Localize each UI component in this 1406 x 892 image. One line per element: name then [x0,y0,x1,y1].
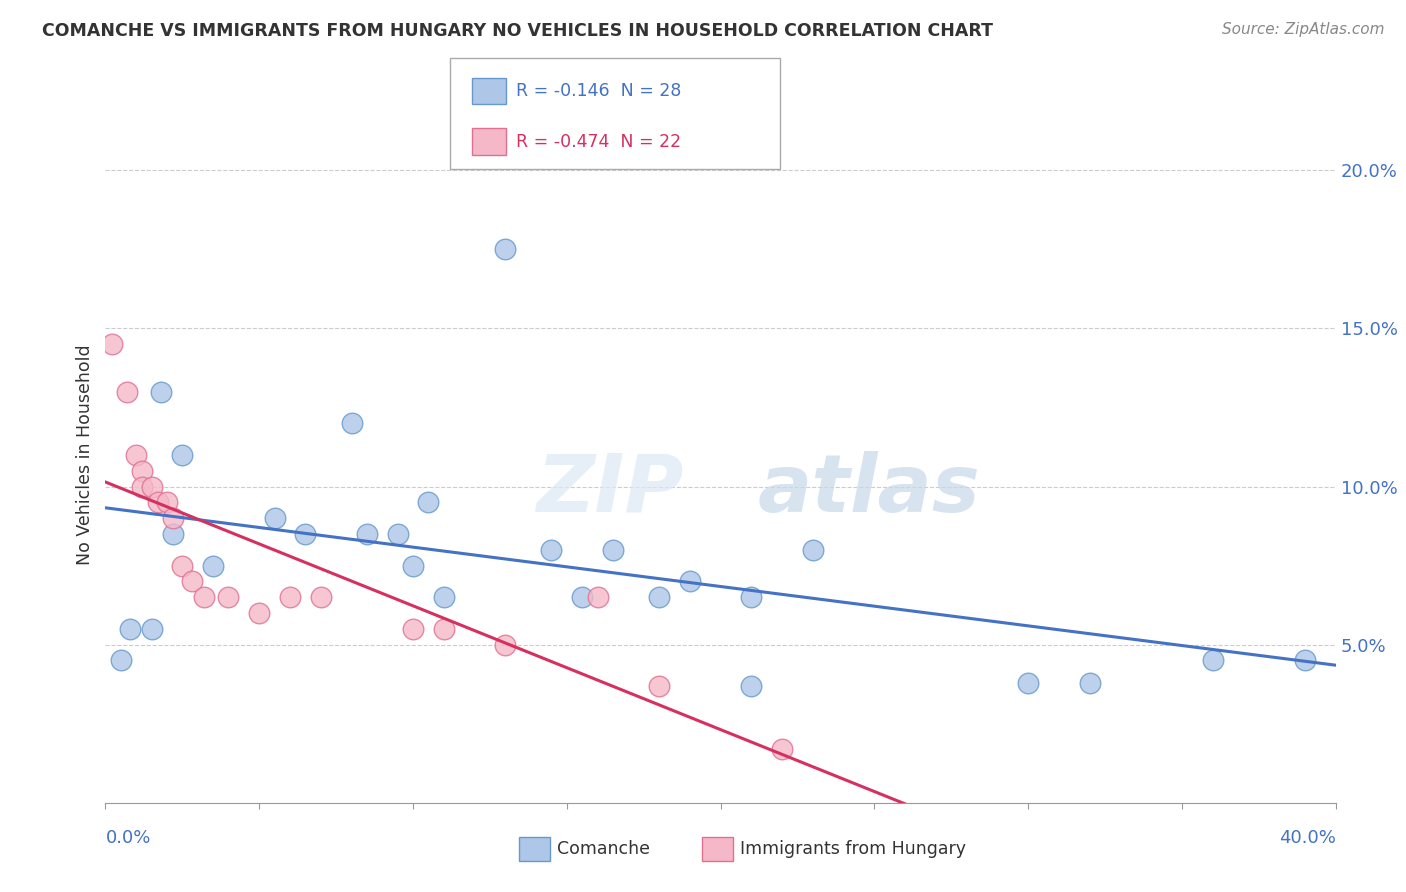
Point [218,591,240,605]
Point [494,638,516,652]
Point [131,464,153,478]
Point [309,591,332,605]
Point [1017,675,1039,690]
Text: COMANCHE VS IMMIGRANTS FROM HUNGARY NO VEHICLES IN HOUSEHOLD CORRELATION CHART: COMANCHE VS IMMIGRANTS FROM HUNGARY NO V… [42,22,993,40]
Point [162,511,184,525]
Point [801,542,824,557]
Point [278,591,301,605]
Point [1294,653,1316,667]
Point [110,653,132,667]
Point [402,622,425,636]
Point [120,622,141,636]
Point [770,742,793,756]
Point [586,591,609,605]
Point [740,591,762,605]
Point [648,591,671,605]
Point [180,574,202,589]
Point [387,527,409,541]
Point [125,448,148,462]
Point [433,622,456,636]
Text: 0.0%: 0.0% [105,829,150,847]
Point [172,448,194,462]
Text: Comanche: Comanche [557,840,650,858]
Point [115,384,138,399]
Point [356,527,378,541]
Y-axis label: No Vehicles in Household: No Vehicles in Household [76,344,94,566]
Point [648,679,671,693]
Text: R = -0.146  N = 28: R = -0.146 N = 28 [516,82,682,100]
Point [1201,653,1223,667]
Text: atlas: atlas [758,450,980,529]
Text: Source: ZipAtlas.com: Source: ZipAtlas.com [1222,22,1385,37]
Text: 40.0%: 40.0% [1279,829,1336,847]
Text: ZIP: ZIP [536,450,683,529]
Text: Immigrants from Hungary: Immigrants from Hungary [740,840,966,858]
Point [156,495,179,509]
Point [162,527,184,541]
Point [141,479,163,493]
Point [494,243,516,257]
Point [1078,675,1101,690]
Point [540,542,562,557]
Point [294,527,316,541]
Point [679,574,702,589]
Point [146,495,169,509]
Point [202,558,225,573]
Point [172,558,194,573]
Point [131,479,153,493]
Point [100,337,122,351]
Point [740,679,762,693]
Point [247,606,270,620]
Text: R = -0.474  N = 22: R = -0.474 N = 22 [516,133,681,151]
Point [340,417,363,431]
Point [418,495,440,509]
Point [602,542,624,557]
Point [402,558,425,573]
Point [141,622,163,636]
Point [193,591,215,605]
Point [571,591,593,605]
Point [263,511,285,525]
Point [149,384,172,399]
Point [433,591,456,605]
